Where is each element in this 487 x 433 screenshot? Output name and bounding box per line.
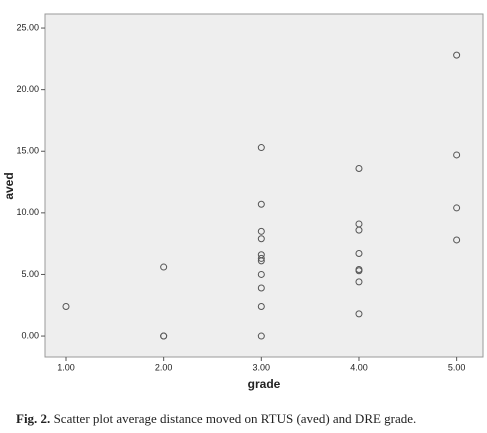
point: [257, 270, 265, 278]
point: [257, 227, 265, 235]
y-tick-label: 0.00: [21, 330, 39, 340]
point: [160, 332, 168, 340]
point: [453, 51, 461, 59]
point: [257, 200, 265, 208]
point: [257, 235, 265, 243]
point: [62, 302, 70, 310]
x-tick-label: 2.00: [155, 362, 173, 372]
y-tick-label: 20.00: [16, 84, 39, 94]
plot-area: [44, 13, 484, 358]
point: [355, 226, 363, 234]
x-tick-label: 4.00: [350, 362, 368, 372]
point: [257, 332, 265, 340]
point: [453, 204, 461, 212]
y-tick-label: 25.00: [16, 22, 39, 32]
y-tick-label: 15.00: [16, 146, 39, 156]
caption-text: Scatter plot average distance moved on R…: [54, 411, 417, 426]
x-tick-label: 5.00: [448, 362, 466, 372]
point: [257, 254, 265, 262]
point: [257, 144, 265, 152]
point: [355, 267, 363, 275]
x-axis-title: grade: [248, 377, 281, 391]
point: [355, 164, 363, 172]
y-axis-title: aved: [2, 172, 16, 199]
caption: Fig. 2. Scatter plot average distance mo…: [16, 411, 416, 426]
point: [257, 257, 265, 265]
caption-label: Fig. 2.: [16, 411, 50, 426]
point: [453, 236, 461, 244]
x-tick-label: 1.00: [57, 362, 75, 372]
y-tick-label: 5.00: [21, 269, 39, 279]
x-tick-label: 3.00: [253, 362, 271, 372]
point: [355, 250, 363, 258]
point: [257, 302, 265, 310]
point: [160, 263, 168, 271]
point: [257, 284, 265, 292]
point: [355, 310, 363, 318]
point: [355, 278, 363, 286]
point: [453, 151, 461, 159]
y-tick-label: 10.00: [16, 207, 39, 217]
